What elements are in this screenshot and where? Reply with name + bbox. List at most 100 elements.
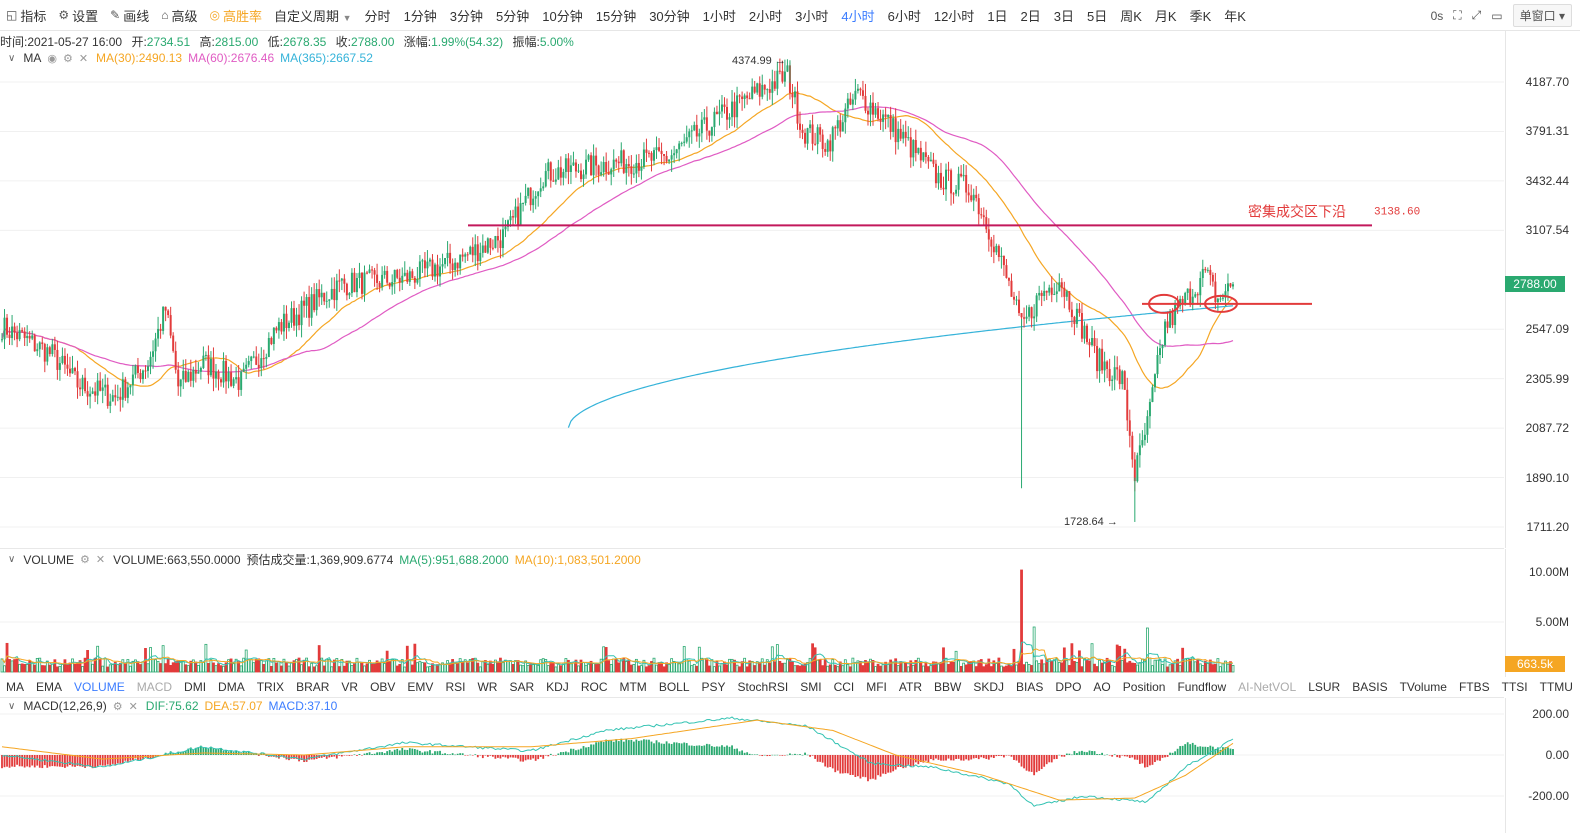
- close-icon[interactable]: ✕: [95, 554, 106, 566]
- indicator-tab[interactable]: BOLL: [658, 680, 690, 694]
- indicator-tab[interactable]: MFI: [866, 680, 887, 694]
- macd-bar: [406, 749, 409, 755]
- period-tab[interactable]: 10分钟: [542, 8, 583, 24]
- period-tab[interactable]: 分时: [364, 8, 391, 24]
- period-tab[interactable]: 年K: [1224, 8, 1246, 24]
- volume-bar: [609, 664, 613, 673]
- volume-bar: [176, 660, 180, 673]
- indicator-tab[interactable]: EMV: [407, 680, 434, 694]
- indicator-tab[interactable]: SAR: [509, 680, 535, 694]
- period-tab[interactable]: 3小时: [795, 8, 829, 24]
- eye-icon[interactable]: ◉: [47, 52, 57, 65]
- macd-bar: [559, 752, 562, 755]
- indicator-tab[interactable]: MA: [6, 680, 24, 694]
- tool-chart-button[interactable]: ◱ 指标: [6, 6, 46, 25]
- volume-bar: [871, 660, 875, 673]
- window-mode-dropdown[interactable]: 单窗口 ▾: [1512, 4, 1572, 27]
- period-tab[interactable]: 1日: [987, 8, 1008, 24]
- indicator-tab[interactable]: BBW: [934, 680, 962, 694]
- indicator-tab[interactable]: VR: [341, 680, 359, 694]
- indicator-tab[interactable]: TTSI: [1501, 680, 1528, 694]
- indicator-tab[interactable]: MACD: [136, 680, 173, 694]
- volume-bar: [501, 662, 505, 673]
- candle-body: [668, 159, 671, 162]
- period-tab[interactable]: 3分钟: [449, 8, 484, 24]
- indicator-tab[interactable]: TRIX: [256, 680, 285, 694]
- indicator-tab[interactable]: CCI: [833, 680, 855, 694]
- candle-body: [977, 198, 980, 215]
- candle-body: [902, 131, 905, 139]
- indicator-tab[interactable]: OBV: [370, 680, 396, 694]
- collapse-icon[interactable]: ∨: [8, 554, 16, 565]
- indicator-tab[interactable]: LSUR: [1308, 680, 1341, 694]
- gear-icon[interactable]: ⚙: [62, 52, 73, 65]
- candle-body: [1194, 294, 1197, 297]
- period-tab[interactable]: 12小时: [933, 8, 975, 24]
- period-tab[interactable]: 月K: [1154, 8, 1177, 24]
- indicator-tab[interactable]: DPO: [1055, 680, 1082, 694]
- indicator-tab[interactable]: AI-NetVOL: [1238, 680, 1297, 694]
- indicator-tab[interactable]: DMA: [218, 680, 245, 694]
- indicator-tab[interactable]: FTBS: [1458, 680, 1490, 694]
- indicator-tab[interactable]: BASIS: [1352, 680, 1388, 694]
- collapse-icon[interactable]: ∨: [8, 700, 16, 712]
- fullscreen-icon[interactable]: ⛶: [1453, 8, 1462, 22]
- period-tab[interactable]: 2小时: [748, 8, 783, 24]
- custom-period-dropdown[interactable]: 自定义周期 ▼: [274, 6, 352, 25]
- candle-body: [1169, 310, 1172, 328]
- collapse-icon[interactable]: ∨: [8, 52, 16, 64]
- macd-bar: [247, 751, 250, 755]
- candle-body: [1151, 387, 1154, 402]
- candle-body: [1181, 298, 1184, 305]
- indicator-tab[interactable]: BRAR: [296, 680, 330, 694]
- tool-target-button[interactable]: ◎ 高胜率: [209, 6, 262, 25]
- period-tab[interactable]: 季K: [1189, 8, 1212, 24]
- sidebar-icon[interactable]: ▭: [1491, 8, 1503, 23]
- period-tab[interactable]: 5日: [1087, 8, 1108, 24]
- tool-pen-button[interactable]: ✎ 画线: [110, 6, 149, 25]
- indicator-tab[interactable]: RSI: [445, 680, 466, 694]
- indicator-tab[interactable]: ATR: [898, 680, 923, 694]
- candle-body: [532, 198, 535, 206]
- tool-gear-button[interactable]: ⚙ 设置: [58, 6, 98, 25]
- period-tab[interactable]: 6小时: [887, 8, 921, 24]
- indicator-tab[interactable]: VOLUME: [74, 680, 125, 694]
- period-tab[interactable]: 周K: [1120, 8, 1142, 24]
- volume-bar: [25, 663, 29, 673]
- indicator-tab[interactable]: Fundflow: [1177, 680, 1227, 694]
- close-icon[interactable]: ✕: [78, 52, 89, 65]
- gear-icon[interactable]: ⚙: [112, 700, 123, 713]
- indicator-tab[interactable]: SKDJ: [973, 680, 1005, 694]
- indicator-tab[interactable]: MTM: [619, 680, 647, 694]
- macd-chart[interactable]: [0, 712, 1504, 830]
- volume-bar: [488, 660, 492, 673]
- period-tab[interactable]: 1小时: [702, 8, 736, 24]
- period-tab[interactable]: 4小时: [841, 8, 875, 24]
- indicator-tab[interactable]: WR: [477, 680, 498, 694]
- indicator-tab[interactable]: ROC: [580, 680, 608, 694]
- expand-icon[interactable]: ⤢: [1471, 8, 1482, 22]
- period-tab[interactable]: 30分钟: [649, 8, 690, 24]
- indicator-tab[interactable]: EMA: [36, 680, 63, 694]
- period-tab[interactable]: 15分钟: [595, 8, 637, 24]
- indicator-tab[interactable]: TTMU: [1539, 680, 1573, 694]
- indicator-tab[interactable]: Position: [1122, 680, 1166, 694]
- indicator-tab[interactable]: StochRSI: [737, 680, 789, 694]
- period-tab[interactable]: 3日: [1053, 8, 1075, 24]
- period-tab[interactable]: 2日: [1020, 8, 1041, 24]
- volume-chart[interactable]: [0, 565, 1504, 675]
- period-tab[interactable]: 1分钟: [403, 8, 437, 24]
- indicator-tab[interactable]: DMI: [184, 680, 207, 694]
- indicator-tab[interactable]: PSY: [701, 680, 726, 694]
- indicator-tab[interactable]: TVolume: [1399, 680, 1447, 694]
- period-tab[interactable]: 5分钟: [496, 8, 530, 24]
- indicator-tab[interactable]: AO: [1093, 680, 1111, 694]
- gear-icon[interactable]: ⚙: [80, 554, 90, 566]
- close-icon[interactable]: ✕: [128, 700, 138, 713]
- indicator-tab[interactable]: BIAS: [1016, 680, 1044, 694]
- candle-body: [63, 355, 66, 365]
- tool-briefcase-button[interactable]: ⌂ 高级: [161, 6, 197, 25]
- indicator-tab[interactable]: KDJ: [546, 680, 569, 694]
- indicator-tab[interactable]: SMI: [800, 680, 822, 694]
